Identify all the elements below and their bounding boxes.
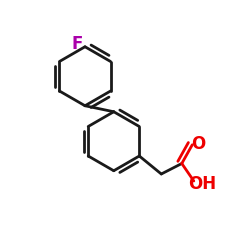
Text: O: O <box>192 135 206 153</box>
Text: F: F <box>71 35 83 53</box>
Text: OH: OH <box>188 174 216 192</box>
